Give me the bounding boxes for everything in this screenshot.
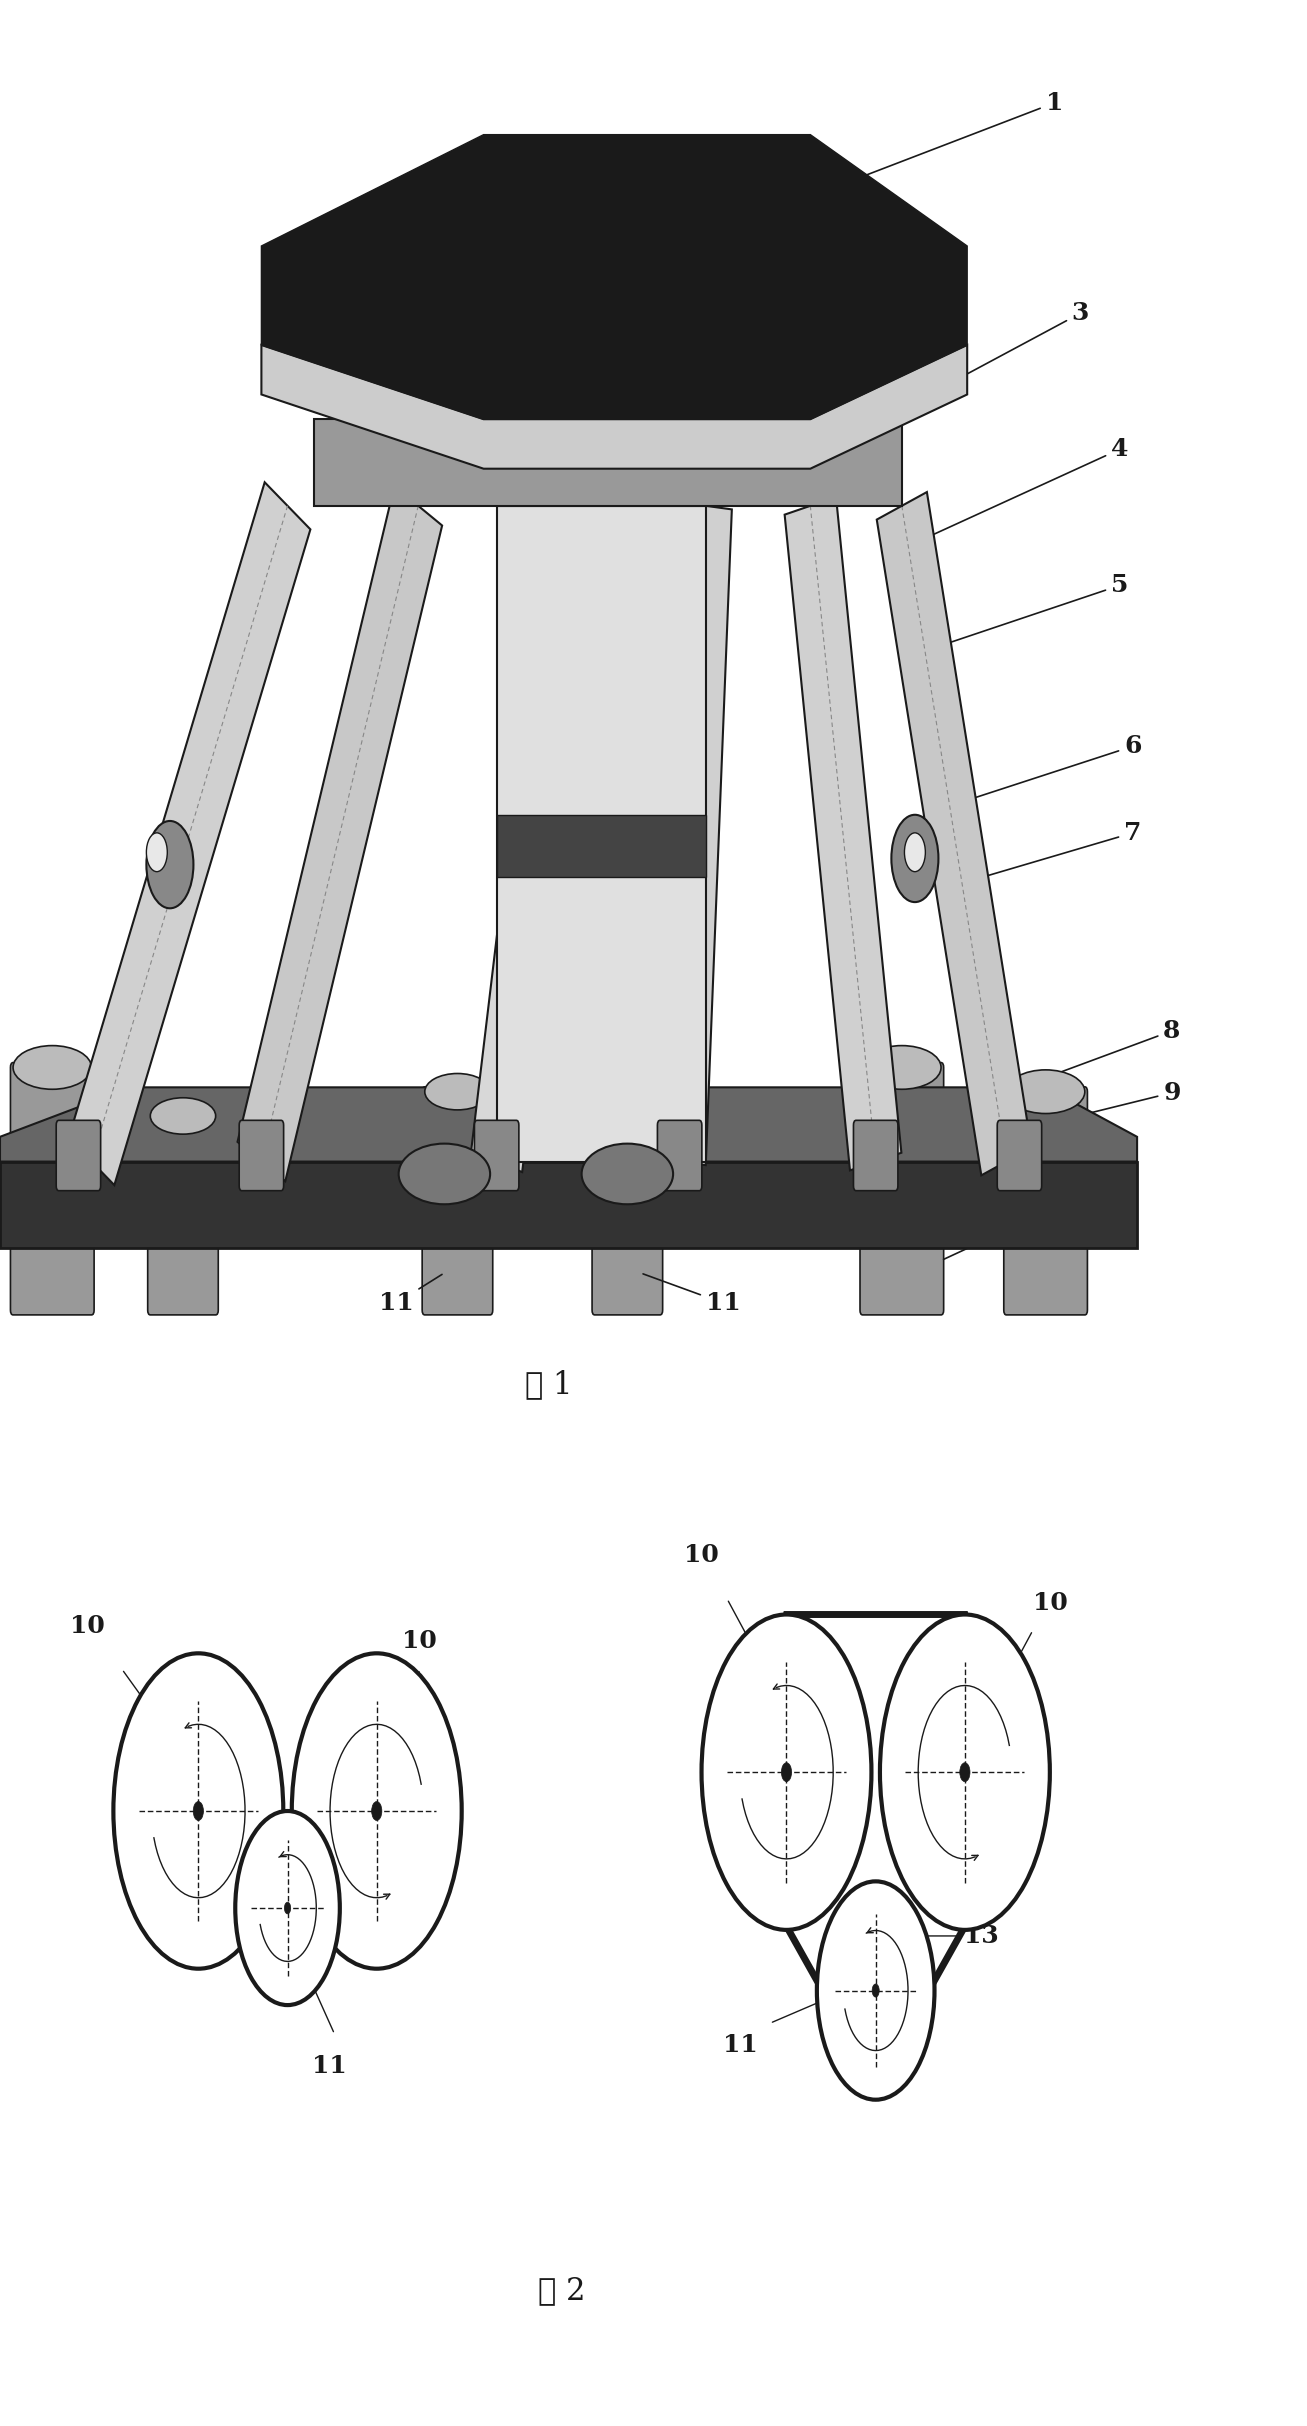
FancyBboxPatch shape — [1004, 1087, 1087, 1315]
FancyBboxPatch shape — [10, 1063, 94, 1315]
Ellipse shape — [425, 1072, 490, 1109]
Circle shape — [291, 1655, 461, 1970]
Text: 11: 11 — [312, 2052, 346, 2077]
Polygon shape — [69, 483, 310, 1186]
Text: 5: 5 — [918, 573, 1128, 653]
Circle shape — [782, 1764, 792, 1781]
Text: 11: 11 — [643, 1274, 741, 1315]
Circle shape — [872, 1984, 880, 1997]
Ellipse shape — [595, 1097, 660, 1133]
Polygon shape — [497, 815, 706, 876]
Text: 6: 6 — [924, 735, 1141, 815]
Circle shape — [880, 1616, 1050, 1931]
Text: 10: 10 — [0, 1191, 76, 1247]
Circle shape — [817, 1883, 935, 2098]
Circle shape — [146, 832, 167, 871]
Polygon shape — [0, 1162, 1137, 1247]
Polygon shape — [238, 485, 442, 1181]
Circle shape — [904, 832, 925, 871]
FancyBboxPatch shape — [148, 1111, 218, 1315]
Text: 10: 10 — [403, 1630, 437, 1655]
Text: 1: 1 — [813, 90, 1063, 197]
FancyBboxPatch shape — [997, 1121, 1042, 1191]
FancyBboxPatch shape — [657, 1121, 702, 1191]
Text: 2: 2 — [157, 1167, 350, 1235]
FancyBboxPatch shape — [422, 1087, 493, 1315]
Text: 4: 4 — [918, 437, 1128, 541]
Circle shape — [371, 1803, 382, 1820]
Polygon shape — [0, 1087, 1137, 1162]
Circle shape — [114, 1655, 284, 1970]
Circle shape — [959, 1764, 970, 1781]
FancyBboxPatch shape — [474, 1121, 519, 1191]
Text: 10: 10 — [944, 1191, 1081, 1259]
Polygon shape — [654, 502, 732, 1164]
Text: 10: 10 — [684, 1543, 719, 1567]
Ellipse shape — [1006, 1070, 1085, 1114]
Text: 7: 7 — [944, 820, 1141, 888]
Polygon shape — [261, 344, 967, 468]
FancyBboxPatch shape — [56, 1121, 101, 1191]
FancyBboxPatch shape — [239, 1121, 284, 1191]
Text: 图 1: 图 1 — [525, 1368, 572, 1400]
Circle shape — [146, 820, 193, 907]
Text: 11: 11 — [723, 2033, 758, 2057]
Circle shape — [193, 1803, 204, 1820]
FancyBboxPatch shape — [592, 1111, 663, 1315]
Ellipse shape — [150, 1097, 216, 1133]
Ellipse shape — [863, 1046, 941, 1089]
Circle shape — [235, 1810, 340, 2004]
FancyBboxPatch shape — [853, 1121, 898, 1191]
Ellipse shape — [399, 1143, 490, 1203]
Polygon shape — [471, 495, 601, 1172]
Text: 9: 9 — [996, 1080, 1180, 1135]
Text: 3: 3 — [839, 301, 1089, 442]
Text: 10: 10 — [71, 1613, 105, 1638]
Text: 10: 10 — [1033, 1591, 1068, 1616]
Text: 13: 13 — [965, 1924, 999, 1948]
Polygon shape — [314, 420, 902, 505]
Circle shape — [891, 815, 938, 902]
Ellipse shape — [13, 1046, 91, 1089]
Polygon shape — [784, 497, 902, 1169]
Polygon shape — [497, 505, 706, 1162]
FancyBboxPatch shape — [860, 1063, 944, 1315]
Text: 8: 8 — [1022, 1019, 1180, 1087]
Circle shape — [702, 1616, 872, 1931]
Text: 11: 11 — [379, 1274, 442, 1315]
Circle shape — [285, 1902, 290, 1914]
Polygon shape — [877, 492, 1031, 1174]
Ellipse shape — [582, 1143, 673, 1203]
Text: 12: 12 — [565, 847, 676, 869]
Polygon shape — [261, 133, 967, 420]
Text: 图 2: 图 2 — [538, 2276, 586, 2305]
